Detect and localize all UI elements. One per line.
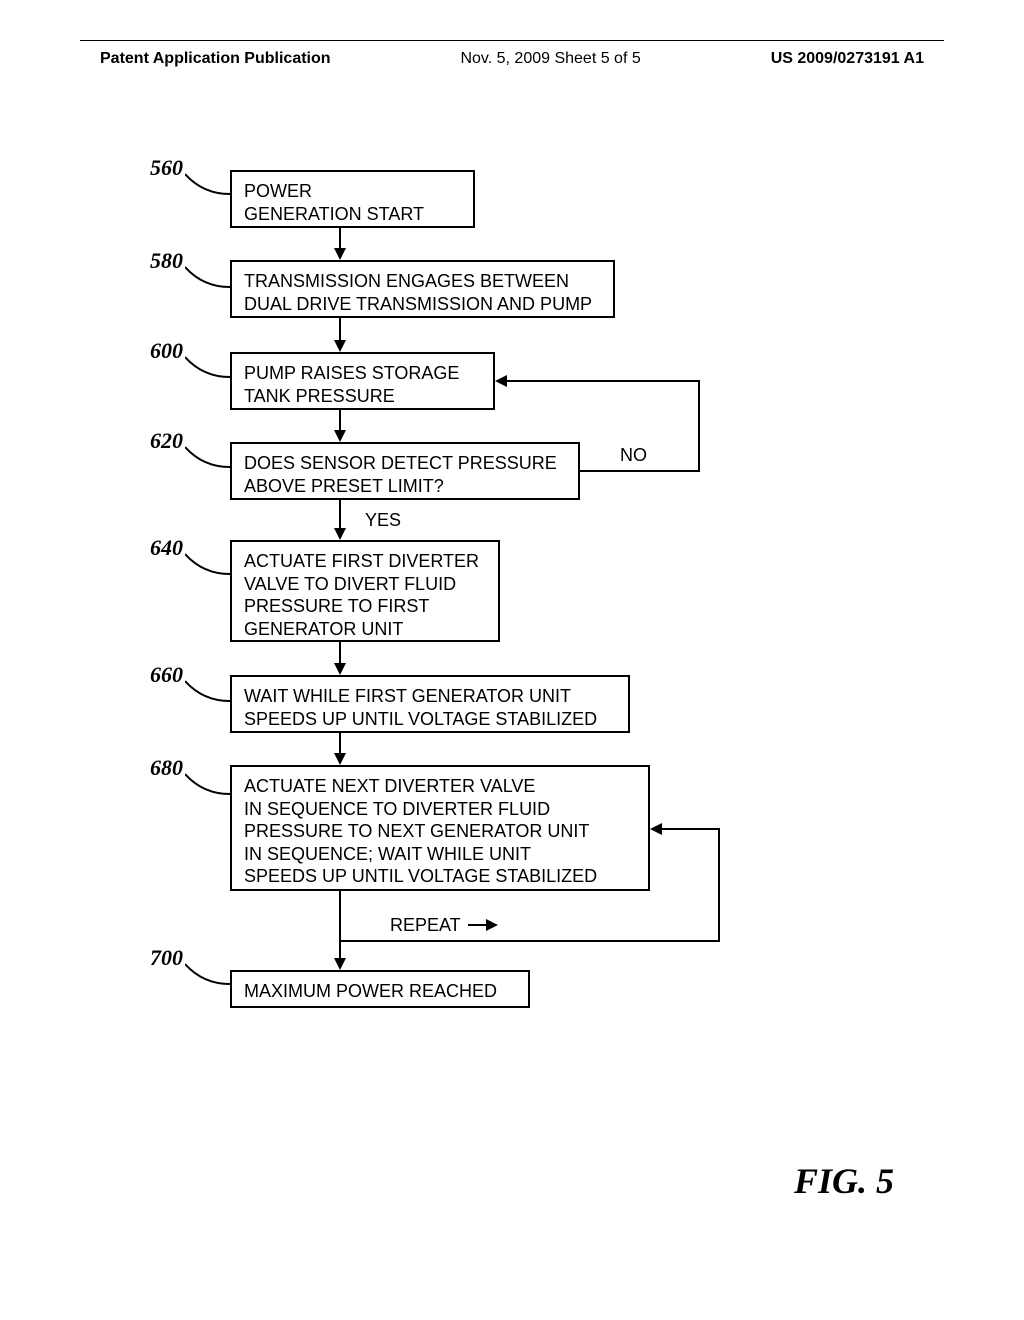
repeat-arrow-stub	[468, 924, 488, 926]
connector-680	[185, 770, 235, 800]
flow-node-640: ACTUATE FIRST DIVERTERVALVE TO DIVERT FL…	[230, 540, 500, 642]
repeat-h1	[341, 940, 720, 942]
arrowhead-640-660	[334, 663, 346, 675]
arrow-620-640	[339, 500, 341, 530]
flow-node-660: WAIT WHILE FIRST GENERATOR UNITSPEEDS UP…	[230, 675, 630, 733]
connector-620	[185, 443, 235, 473]
no-loop-arrowhead	[495, 375, 507, 387]
repeat-arrowhead-stub	[486, 919, 498, 931]
step-label-580: 580	[150, 248, 183, 274]
page-header: Patent Application Publication Nov. 5, 2…	[100, 50, 924, 68]
arrowhead-680-700	[334, 958, 346, 970]
edge-label-yes: YES	[365, 510, 401, 531]
flowchart-diagram: 560 580 600 620 640 660 680 700 YES NO R…	[100, 140, 840, 1140]
arrow-680-700	[339, 891, 341, 960]
step-label-700: 700	[150, 945, 183, 971]
step-label-600: 600	[150, 338, 183, 364]
header-center: Nov. 5, 2009 Sheet 5 of 5	[460, 50, 640, 68]
step-label-640: 640	[150, 535, 183, 561]
repeat-v	[718, 828, 720, 942]
flow-node-560: POWERGENERATION START	[230, 170, 475, 228]
arrowhead-660-680	[334, 753, 346, 765]
step-label-680: 680	[150, 755, 183, 781]
flow-node-700: MAXIMUM POWER REACHED	[230, 970, 530, 1008]
flow-node-600: PUMP RAISES STORAGETANK PRESSURE	[230, 352, 495, 410]
arrow-560-580	[339, 228, 341, 250]
edge-label-repeat: REPEAT	[390, 915, 461, 936]
arrowhead-560-580	[334, 248, 346, 260]
connector-600	[185, 353, 235, 383]
connector-560	[185, 170, 235, 200]
arrow-580-600	[339, 318, 341, 342]
connector-580	[185, 263, 235, 293]
repeat-arrowhead	[650, 823, 662, 835]
header-right: US 2009/0273191 A1	[771, 50, 924, 68]
no-loop-v	[698, 380, 700, 472]
header-left: Patent Application Publication	[100, 50, 331, 68]
connector-660	[185, 677, 235, 707]
flow-node-620: DOES SENSOR DETECT PRESSUREABOVE PRESET …	[230, 442, 580, 500]
no-loop-h1	[580, 470, 700, 472]
arrow-660-680	[339, 733, 341, 755]
figure-label: FIG. 5	[794, 1160, 894, 1202]
repeat-h2	[662, 828, 720, 830]
no-loop-h2	[507, 380, 700, 382]
arrowhead-580-600	[334, 340, 346, 352]
arrowhead-620-640	[334, 528, 346, 540]
flow-node-680: ACTUATE NEXT DIVERTER VALVEIN SEQUENCE T…	[230, 765, 650, 891]
flow-node-580: TRANSMISSION ENGAGES BETWEENDUAL DRIVE T…	[230, 260, 615, 318]
connector-700	[185, 960, 235, 990]
step-label-560: 560	[150, 155, 183, 181]
edge-label-no: NO	[620, 445, 647, 466]
arrow-600-620	[339, 410, 341, 432]
connector-640	[185, 550, 235, 580]
step-label-660: 660	[150, 662, 183, 688]
step-label-620: 620	[150, 428, 183, 454]
arrowhead-600-620	[334, 430, 346, 442]
arrow-640-660	[339, 642, 341, 665]
